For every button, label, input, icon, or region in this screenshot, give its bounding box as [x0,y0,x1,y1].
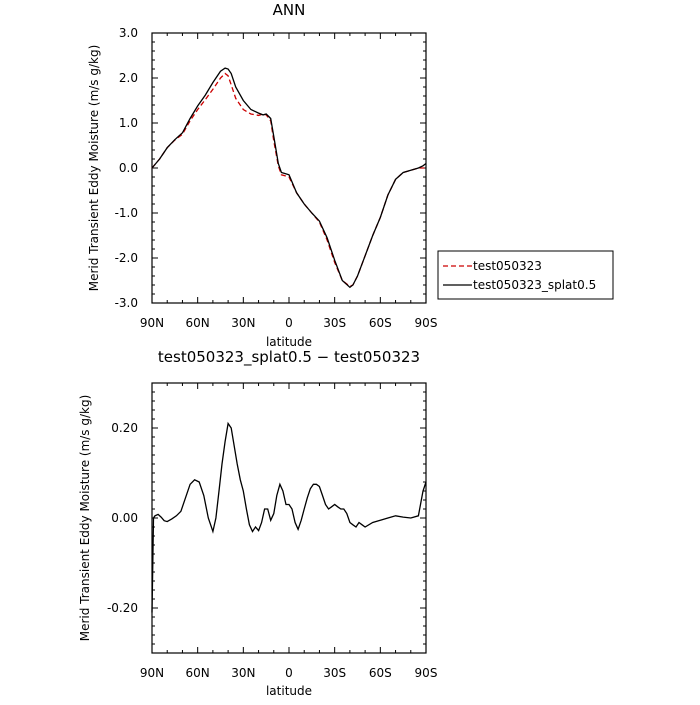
bottom-panel-y-axis-label: Merid Transient Eddy Moisture (m/s g/kg) [78,395,92,642]
top-panel: ANN Merid Transient Eddy Moisture (m/s g… [87,1,614,349]
top-panel-y-tick-label: 0.0 [119,161,138,175]
top-panel-x-tick-label: 30S [323,316,346,330]
bottom-panel-x-tick-label: 30N [231,666,255,680]
top-panel-y-tick-label: 2.0 [119,71,138,85]
bottom-panel-y-tick-label: 0.20 [111,421,138,435]
top-panel-series-line-test050323 [151,72,426,288]
bottom-panel-x-tick-label: 30S [323,666,346,680]
bottom-panel-x-axis-label: latitude [266,684,312,698]
top-panel-y-tick-label: -1.0 [115,206,138,220]
top-panel-x-tick-label: 0 [285,316,293,330]
top-panel-x-tick-label: 30N [231,316,255,330]
bottom-panel-x-tick-label: 0 [285,666,293,680]
legend-label-test050323: test050323 [473,259,542,273]
top-panel-x-tick-label: 60N [186,316,210,330]
bottom-panel-x-tick-label: 60N [186,666,210,680]
bottom-panel: test050323_splat0.5 − test050323 Merid T… [78,348,437,698]
bottom-panel-x-tick-label: 60S [369,666,392,680]
top-panel-title: ANN [273,1,306,19]
bottom-panel-y-tick-label: 0.00 [111,511,138,525]
bottom-panel-title: test050323_splat0.5 − test050323 [158,348,420,367]
bottom-panel-x-tick-label: 90S [415,666,438,680]
top-panel-y-tick-label: 1.0 [119,116,138,130]
top-panel-y-tick-label: 3.0 [119,26,138,40]
top-panel-series-line-test050323-splat0-5 [151,67,427,289]
bottom-panel-plot-frame [151,382,427,654]
top-panel-x-tick-label: 60S [369,316,392,330]
bottom-panel-series-line-1 [151,421,427,613]
top-panel-y-axis-label: Merid Transient Eddy Moisture (m/s g/kg) [87,45,101,292]
bottom-panel-x-tick-label: 90N [140,666,164,680]
top-panel-legend: test050323 test050323_splat0.5 [437,250,614,300]
legend-box [437,250,614,300]
legend-label-test050323-splat0-5: test050323_splat0.5 [473,278,596,292]
bottom-panel-y-tick-label: -0.20 [107,601,138,615]
top-panel-plot-frame [151,32,427,304]
top-panel-x-tick-label: 90S [415,316,438,330]
top-panel-y-tick-label: -2.0 [115,251,138,265]
top-panel-x-axis-label: latitude [266,335,312,349]
top-panel-y-tick-label: -3.0 [115,296,138,310]
top-panel-x-tick-label: 90N [140,316,164,330]
